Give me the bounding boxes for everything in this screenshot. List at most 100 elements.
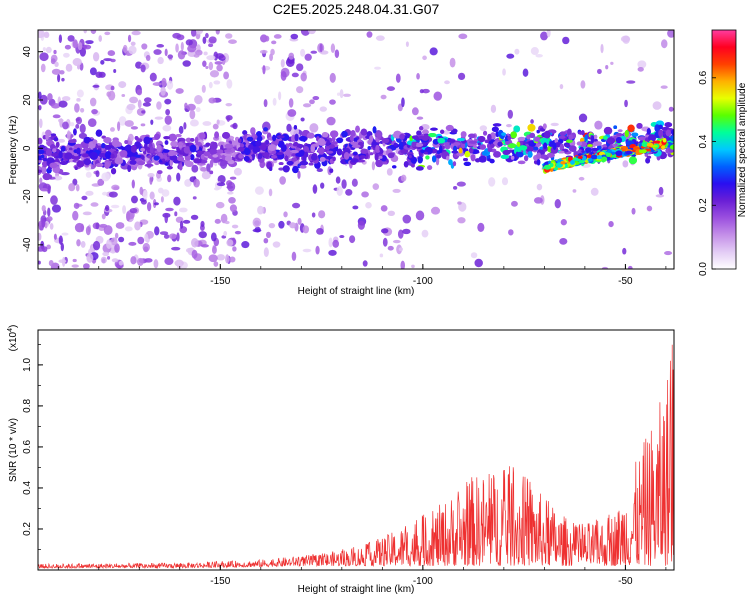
spectrogram-cell [423,151,428,155]
spectrogram-cell [115,222,125,229]
snr-x-ticks: -150 -100 -50 [57,565,667,587]
spectrogram-cell [70,122,75,127]
spectrogram-cell [501,177,509,186]
spectrogram-cell [669,135,674,142]
spectrogram-cell [332,156,336,162]
spectrogram-x-label: Height of straight line (km) [298,286,415,297]
spectrogram-cell [366,31,373,38]
spectrogram-cell [577,156,583,159]
spectrogram-cell [147,173,155,178]
spectrogram-cell [522,68,529,77]
spectrogram-cell [304,53,312,61]
spectrogram-cell [164,48,168,57]
spectrogram-cell [627,265,633,269]
spectrogram-cell [42,47,46,52]
spectrogram-cell [72,155,81,160]
spectrogram-cell [42,157,48,162]
spectrogram-cell [414,142,424,148]
spectrogram-cell [100,256,107,264]
spectrogram-cell [382,237,388,247]
spectrogram-cell [152,82,162,86]
spectrogram-cell [548,142,555,147]
spectrogram-cell [536,129,540,134]
spectrogram-cell [444,141,450,150]
spectrogram-cell [306,132,315,139]
spectrogram-cell [38,169,42,173]
spectrogram-cell [278,220,285,229]
spectrogram-cell [290,33,299,40]
spectrogram-cell [669,144,674,150]
spectrogram-cell [269,166,273,172]
spectrogram-cell [111,167,117,175]
spectrogram-cell [150,119,154,125]
spectrogram-cell [616,139,620,143]
spectrogram-cell [318,210,326,219]
spectrogram-cell [605,64,609,70]
spectrogram-cell [578,113,588,123]
spectrogram-cell [319,43,323,53]
spectrogram-cell [505,140,510,145]
spectrogram-cell [292,202,301,209]
spectrogram-cell [319,156,326,162]
spectrogram-cell [493,151,502,158]
spectrogram-cell [208,43,214,48]
spectrogram-cell [110,58,116,63]
spectrogram-cell [110,204,120,209]
snr-y-tick-label: 0.4 [22,481,33,495]
spectrogram-cell [228,196,236,204]
snr-x-label: Height of straight line (km) [298,584,415,595]
spectrogram-cell [255,140,262,147]
spectrogram-x-ticks: -150 -100 -50 [57,264,667,287]
spectrogram-cell [79,123,86,134]
spectrogram-cell [121,93,126,97]
spectrogram-cell [395,73,401,83]
spectrogram-cell [127,133,134,143]
spectrogram-cell [350,158,359,163]
spectrogram-cell [101,143,106,149]
snr-frame [37,329,675,571]
colorbar-tick-label: 0.2 [698,198,709,212]
spectrogram-cell [357,220,365,230]
spectrogram-frame [37,29,675,270]
spectrogram-cell [83,30,87,34]
spectrogram-cell [45,46,52,54]
spectrogram-cell [95,163,104,168]
spectrogram-cell [558,150,565,154]
spectrogram-cell [113,69,117,73]
spectrogram-cell [289,222,297,229]
spectrogram-cell [222,131,231,139]
spectrogram-cell [83,263,90,269]
spectrogram-cell [134,136,139,140]
spectrogram-cell [177,50,186,60]
spectrogram-cell [83,158,91,166]
spectrogram-cell [330,43,336,54]
spectrogram-cell [131,195,138,204]
spectrogram-cell [272,134,277,142]
spectrogram-cell [299,160,309,166]
spectrogram-cell [191,164,199,173]
spectrogram-cell [223,230,228,237]
spectrogram-cell [355,125,360,133]
spectrogram-cell [149,72,157,82]
spectrogram-cell [87,118,97,127]
spectrogram-cell [312,184,318,194]
spectrogram-cell [577,149,583,155]
spectrogram-cell [51,68,61,75]
spectrogram-cell [40,63,46,73]
spectrogram-cell [121,146,126,152]
spectrogram-cell [66,130,71,140]
spectrogram-cell [178,207,188,213]
spectrogram-cell [58,259,67,263]
spectrogram-cell [445,124,454,132]
spectrogram-cell [194,94,203,105]
spectrogram-cell [144,163,154,167]
spectrogram-cell [130,126,139,130]
spectrogram-cell [227,181,236,192]
spectrogram-cell [175,88,184,94]
spectrogram-cell [456,137,466,142]
spectrogram-cell [179,220,184,229]
spectrogram-cell [487,147,493,153]
spectrogram-cell [478,155,487,163]
spectrogram-cell [106,239,112,249]
spectrogram-cell [214,131,219,139]
